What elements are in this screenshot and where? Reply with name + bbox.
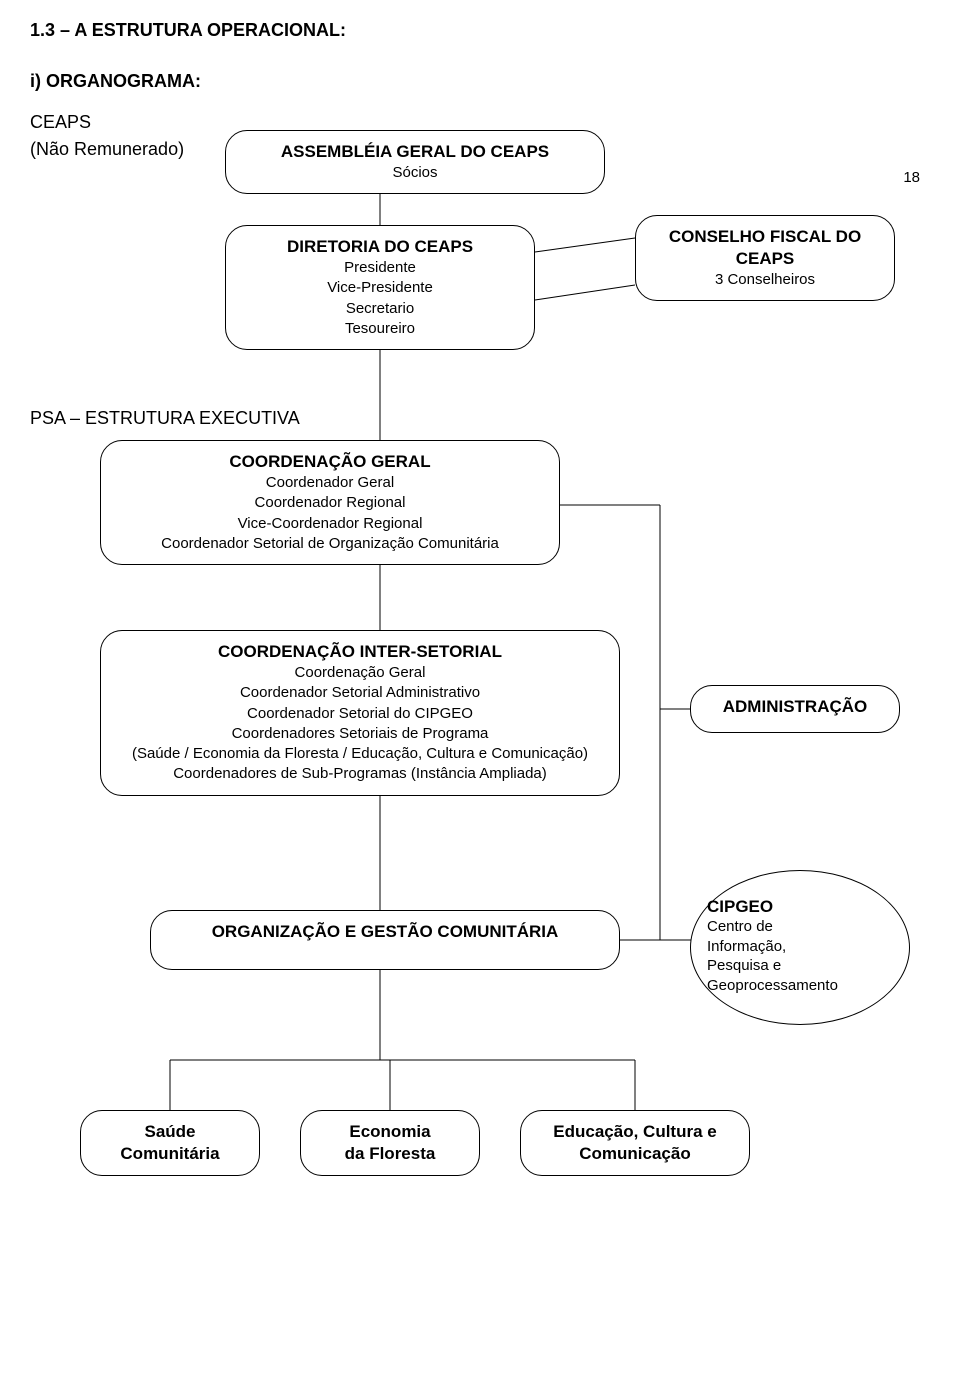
node-title: SaúdeComunitária xyxy=(95,1121,245,1165)
node-title: ORGANIZAÇÃO E GESTÃO COMUNITÁRIA xyxy=(165,921,605,943)
node-educacao: Educação, Cultura eComunicação xyxy=(520,1110,750,1176)
node-coordenacao-inter-setorial: COORDENAÇÃO INTER-SETORIAL Coordenação G… xyxy=(100,630,620,796)
node-assembleia-geral: ASSEMBLÉIA GERAL DO CEAPS Sócios xyxy=(225,130,605,194)
node-title: ASSEMBLÉIA GERAL DO CEAPS xyxy=(240,141,590,163)
node-title: COORDENAÇÃO GERAL xyxy=(115,451,545,473)
node-sub: PresidenteVice-PresidenteSecretarioTesou… xyxy=(240,258,520,339)
node-sub: Sócios xyxy=(240,163,590,183)
node-title: DIRETORIA DO CEAPS xyxy=(240,236,520,258)
node-title: CONSELHO FISCAL DOCEAPS xyxy=(650,226,880,270)
node-sub: Coordenação GeralCoordenador Setorial Ad… xyxy=(115,663,605,785)
node-saude: SaúdeComunitária xyxy=(80,1110,260,1176)
node-diretoria: DIRETORIA DO CEAPS PresidenteVice-Presid… xyxy=(225,225,535,350)
node-title: Economiada Floresta xyxy=(315,1121,465,1165)
node-administracao: ADMINISTRAÇÃO xyxy=(690,685,900,733)
organograma-heading: i) ORGANOGRAMA: xyxy=(30,71,930,92)
node-sub: Centro deInformação,Pesquisa eGeoprocess… xyxy=(707,917,893,995)
node-title: COORDENAÇÃO INTER-SETORIAL xyxy=(115,641,605,663)
node-economia: Economiada Floresta xyxy=(300,1110,480,1176)
psa-label: PSA – ESTRUTURA EXECUTIVA xyxy=(30,408,300,429)
section-heading: 1.3 – A ESTRUTURA OPERACIONAL: xyxy=(30,20,930,41)
page-number: 18 xyxy=(903,169,920,186)
node-title: Educação, Cultura eComunicação xyxy=(535,1121,735,1165)
node-cipgeo: CIPGEO Centro deInformação,Pesquisa eGeo… xyxy=(690,870,910,1025)
node-conselho-fiscal: CONSELHO FISCAL DOCEAPS 3 Conselheiros xyxy=(635,215,895,301)
node-coordenacao-geral: COORDENAÇÃO GERAL Coordenador GeralCoord… xyxy=(100,440,560,565)
node-sub: Coordenador GeralCoordenador RegionalVic… xyxy=(115,473,545,554)
node-title: CIPGEO xyxy=(707,897,893,917)
node-organizacao-gestao: ORGANIZAÇÃO E GESTÃO COMUNITÁRIA xyxy=(150,910,620,970)
node-sub: 3 Conselheiros xyxy=(650,270,880,290)
node-title: ADMINISTRAÇÃO xyxy=(705,696,885,718)
